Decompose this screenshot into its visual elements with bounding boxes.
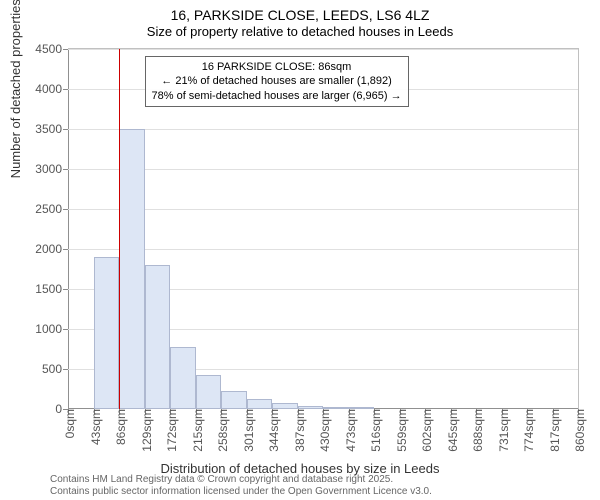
ytick-label: 500 [42, 362, 68, 376]
gridline-h [68, 49, 578, 50]
footer-line1: Contains HM Land Registry data © Crown c… [50, 474, 432, 486]
marker-line [119, 49, 120, 409]
xtick-label: 301sqm [238, 409, 256, 452]
xtick-label: 0sqm [59, 409, 77, 438]
y-axis-line [68, 49, 69, 409]
ytick-label: 3000 [35, 162, 68, 176]
gridline-h [68, 249, 578, 250]
histogram-bar [170, 347, 196, 409]
xtick-label: 645sqm [442, 409, 460, 452]
xtick-label: 344sqm [263, 409, 281, 452]
xtick-label: 430sqm [314, 409, 332, 452]
xtick-label: 602sqm [416, 409, 434, 452]
annotation-line: 16 PARKSIDE CLOSE: 86sqm [152, 60, 402, 74]
xtick-label: 473sqm [340, 409, 358, 452]
xtick-label: 688sqm [467, 409, 485, 452]
ytick-label: 3500 [35, 122, 68, 136]
xtick-label: 172sqm [161, 409, 179, 452]
xtick-label: 258sqm [212, 409, 230, 452]
ytick-label: 4500 [35, 42, 68, 56]
xtick-label: 817sqm [544, 409, 562, 452]
footer-attribution: Contains HM Land Registry data © Crown c… [50, 474, 432, 498]
chart-subtitle: Size of property relative to detached ho… [0, 24, 600, 39]
histogram-bar [221, 391, 247, 409]
ytick-label: 1000 [35, 322, 68, 336]
histogram-bar [196, 375, 222, 409]
ytick-label: 2500 [35, 202, 68, 216]
xtick-label: 860sqm [569, 409, 587, 452]
footer-line2: Contains public sector information licen… [50, 486, 432, 498]
xtick-label: 387sqm [289, 409, 307, 452]
gridline-h [68, 129, 578, 130]
ytick-label: 1500 [35, 282, 68, 296]
xtick-label: 215sqm [187, 409, 205, 452]
ytick-label: 4000 [35, 82, 68, 96]
annotation-box: 16 PARKSIDE CLOSE: 86sqm← 21% of detache… [145, 56, 409, 107]
histogram-bar [94, 257, 120, 409]
xtick-label: 86sqm [110, 409, 128, 445]
annotation-line: ← 21% of detached houses are smaller (1,… [152, 74, 402, 88]
ytick-label: 2000 [35, 242, 68, 256]
gridline-h [68, 169, 578, 170]
chart-container: 16, PARKSIDE CLOSE, LEEDS, LS6 4LZ Size … [0, 0, 600, 500]
histogram-bar [247, 399, 273, 409]
chart-title: 16, PARKSIDE CLOSE, LEEDS, LS6 4LZ [0, 0, 600, 24]
xtick-label: 559sqm [391, 409, 409, 452]
xtick-label: 516sqm [365, 409, 383, 452]
histogram-bar [145, 265, 171, 409]
y-axis-label: Number of detached properties [8, 0, 23, 178]
xtick-label: 774sqm [518, 409, 536, 452]
xtick-label: 43sqm [85, 409, 103, 445]
plot-area: 0500100015002000250030003500400045000sqm… [68, 48, 579, 409]
histogram-bar [119, 129, 145, 409]
gridline-h [68, 209, 578, 210]
xtick-label: 731sqm [493, 409, 511, 452]
annotation-line: 78% of semi-detached houses are larger (… [152, 89, 402, 103]
xtick-label: 129sqm [136, 409, 154, 452]
